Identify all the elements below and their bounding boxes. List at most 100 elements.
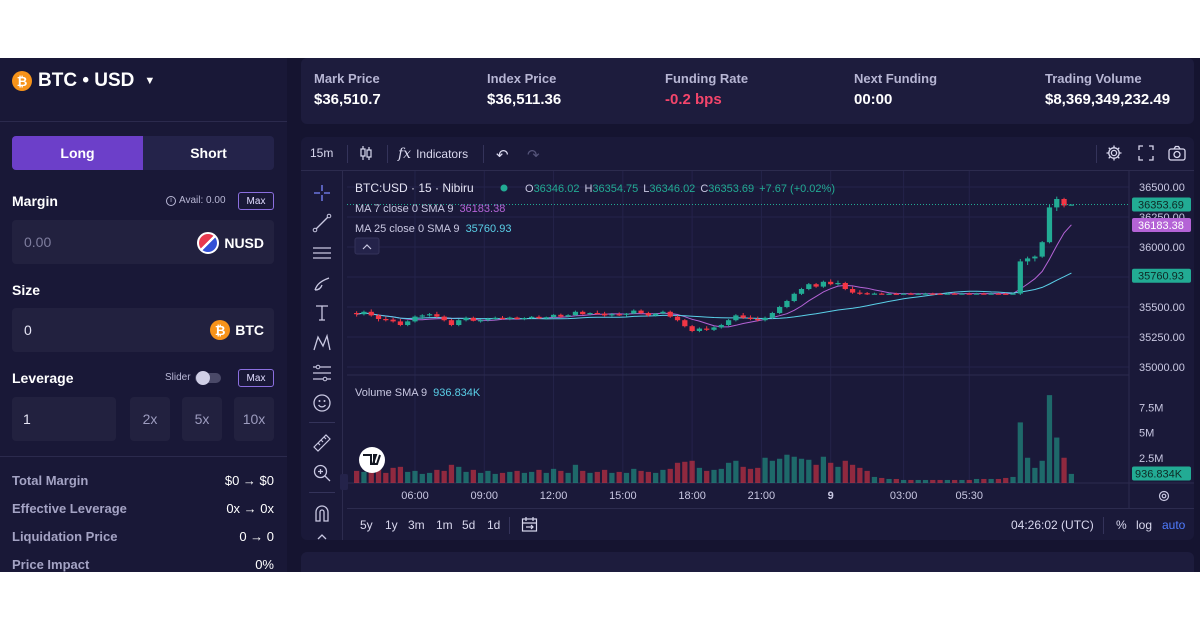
candle-body	[470, 317, 476, 321]
brush-icon[interactable]	[312, 273, 332, 293]
leverage-10x-button[interactable]: 10x	[234, 397, 274, 441]
stat-funding-rate: Funding Rate -0.2 bps	[665, 71, 748, 108]
volume-bar	[718, 468, 724, 483]
short-tab[interactable]: Short	[190, 145, 227, 161]
price-chart[interactable]: 36500.0036250.0036000.0035750.0035500.00…	[301, 137, 1194, 540]
settings-gear-icon[interactable]	[1105, 144, 1123, 162]
price-label: 36353.69	[1138, 200, 1184, 212]
summary-value: 0x → 0x	[226, 501, 274, 516]
divider	[1096, 145, 1097, 163]
size-input[interactable]: 0 ₿ BTC	[12, 308, 274, 352]
candle-body	[645, 313, 651, 316]
candle-body	[1061, 199, 1067, 206]
candle-body	[638, 310, 644, 313]
zoom-in-icon[interactable]	[312, 463, 332, 483]
collapse-legend-button	[354, 237, 380, 255]
undo-icon[interactable]: ↶	[496, 147, 509, 164]
price-label-bg	[1132, 197, 1191, 212]
order-panel: ₿ BTC • USD ▼ Long Short Margin i Avail:…	[0, 58, 287, 572]
volume-bar	[857, 467, 863, 483]
candle-body	[922, 293, 929, 295]
stat-value: $36,510.7	[314, 91, 381, 108]
interval-button[interactable]: 15m	[310, 146, 334, 160]
candle-body	[521, 318, 528, 320]
range-1d[interactable]: 1d	[487, 518, 501, 532]
range-1m[interactable]: 1m	[436, 518, 453, 532]
candle-body	[1054, 199, 1060, 208]
leverage-5x-button[interactable]: 5x	[182, 397, 222, 441]
volume-bar	[871, 476, 878, 483]
redo-icon[interactable]: ↷	[527, 147, 540, 164]
legend-close: 36353.69	[708, 183, 754, 195]
date-range-icon[interactable]	[521, 516, 538, 536]
volume-bar	[1054, 437, 1060, 483]
slider-toggle-wrap: Slider	[165, 370, 221, 385]
volume-bar	[1024, 457, 1031, 483]
candle-body	[543, 317, 549, 319]
camera-icon[interactable]	[1168, 145, 1186, 161]
volume-bar	[419, 473, 425, 483]
candle-body	[368, 311, 374, 316]
more-tools-icon[interactable]	[312, 531, 332, 540]
chevron-up-icon	[362, 244, 372, 250]
candle-body	[558, 314, 564, 317]
stat-trading-volume: Trading Volume $8,369,349,232.49	[1045, 71, 1170, 108]
margin-input[interactable]: 0.00 NUSD	[12, 220, 274, 264]
candle-type-icon[interactable]	[358, 145, 374, 161]
margin-max-button[interactable]: Max	[238, 192, 274, 210]
volume-bar	[1046, 395, 1053, 483]
candle-body	[842, 283, 848, 289]
slider-toggle[interactable]	[194, 370, 221, 385]
range-1y[interactable]: 1y	[385, 518, 398, 532]
volume-bar	[601, 469, 608, 483]
emoji-icon[interactable]	[312, 393, 332, 413]
text-tool-icon[interactable]	[312, 303, 332, 323]
volume-bar	[565, 472, 571, 483]
volume-bar	[769, 460, 775, 483]
time-tick-label: 06:00	[401, 490, 429, 502]
ruler-icon[interactable]	[312, 433, 332, 453]
stat-value: -0.2 bps	[665, 91, 722, 108]
leverage-max-button[interactable]: Max	[238, 369, 274, 387]
range-5y[interactable]: 5y	[360, 518, 373, 532]
percent-toggle[interactable]: %	[1116, 518, 1127, 532]
legend-h-label: H	[584, 183, 592, 195]
candle-body	[879, 293, 885, 295]
volume-bar	[922, 479, 929, 483]
pair-label: BTC • USD	[38, 70, 135, 91]
divider	[0, 456, 287, 457]
leverage-2x-button[interactable]: 2x	[130, 397, 170, 441]
candle-body	[616, 314, 622, 316]
auto-toggle[interactable]: auto	[1162, 518, 1186, 532]
leverage-input[interactable]: 1	[12, 397, 116, 441]
volume-bar	[798, 458, 805, 483]
range-3m[interactable]: 3m	[408, 518, 425, 532]
magnet-icon[interactable]	[312, 503, 332, 523]
pair-selector[interactable]: ₿ BTC • USD ▼	[12, 70, 155, 92]
crosshair-icon[interactable]	[312, 183, 332, 203]
volume-bar	[988, 478, 994, 483]
volume-bar	[499, 472, 506, 483]
range-5d[interactable]: 5d	[462, 518, 476, 532]
stat-index-price: Index Price $36,511.36	[487, 71, 561, 108]
horizontal-lines-icon[interactable]	[312, 243, 332, 263]
forecast-icon[interactable]	[312, 363, 332, 383]
fullscreen-icon[interactable]	[1138, 145, 1154, 161]
volume-bar	[434, 469, 440, 483]
legend-low: 36346.02	[649, 183, 695, 195]
utc-clock[interactable]: 04:26:02 (UTC)	[1011, 518, 1094, 532]
volume-bar	[426, 472, 433, 483]
candle-body	[704, 328, 710, 330]
candle-body	[682, 320, 688, 327]
candle-body	[580, 311, 586, 315]
log-toggle[interactable]: log	[1136, 518, 1153, 532]
toolbar-collapse-handle	[340, 474, 348, 490]
volume-bar	[828, 462, 834, 483]
legend-volume: Volume SMA 9 936.834K	[355, 387, 481, 399]
volume-bar	[952, 479, 958, 483]
pattern-icon[interactable]	[312, 333, 332, 353]
long-tab[interactable]: Long	[12, 136, 143, 170]
trend-line-icon[interactable]	[312, 213, 332, 233]
price-tick-label: 35500.00	[1139, 302, 1185, 314]
indicators-button[interactable]: fx Indicators	[398, 146, 468, 162]
